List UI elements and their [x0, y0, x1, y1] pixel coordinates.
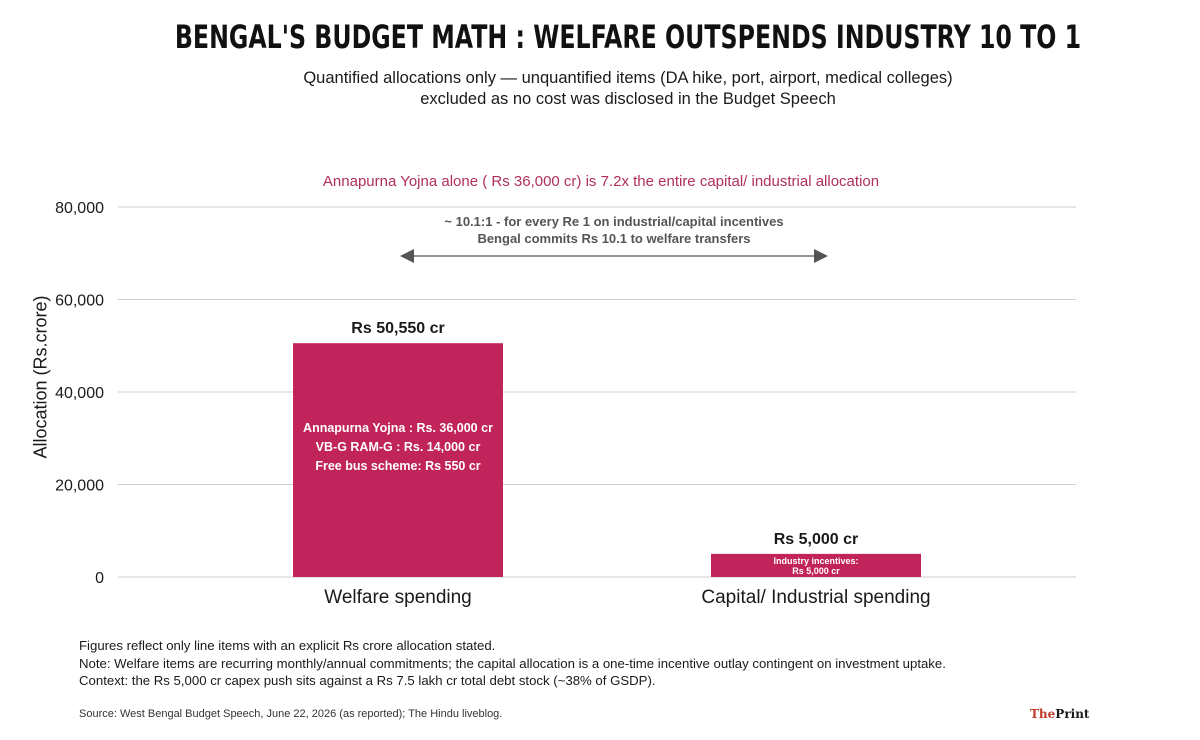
subtitle-line-1: Quantified allocations only — unquantifi… — [303, 69, 953, 87]
y-tick-label: 0 — [95, 570, 104, 587]
bar-value-label: Rs 50,550 cr — [351, 320, 444, 337]
brand-print: Print — [1055, 707, 1090, 721]
bar-inner-label: Industry incentives: — [773, 556, 858, 566]
subtitle-line-2: excluded as no cost was disclosed in the… — [420, 90, 836, 108]
arrow-left-icon — [400, 249, 414, 263]
chart-subtitle: Quantified allocations only — unquantifi… — [0, 68, 1200, 110]
y-tick-label: 60,000 — [55, 293, 104, 310]
footnote-3: Context: the Rs 5,000 cr capex push sits… — [79, 673, 656, 688]
footnote-1: Figures reflect only line items with an … — [79, 638, 496, 653]
bar-inner-label: Free bus scheme: Rs 550 cr — [315, 459, 480, 473]
bar-inner-label: Rs 5,000 cr — [792, 566, 840, 576]
ratio-note-line-2: Bengal commits Rs 10.1 to welfare transf… — [477, 231, 751, 246]
bar-inner-label: Annapurna Yojna : Rs. 36,000 cr — [303, 421, 493, 435]
footnote-2: Note: Welfare items are recurring monthl… — [79, 655, 946, 671]
bar — [293, 343, 503, 577]
brand-the: The — [1030, 707, 1056, 721]
x-tick-label: Welfare spending — [324, 587, 472, 608]
bar-inner-label: VB-G RAM-G : Rs. 14,000 cr — [316, 440, 481, 454]
brand-logo: ThePrint — [1030, 707, 1089, 721]
x-tick-label: Capital/ Industrial spending — [701, 587, 930, 608]
source-note: Source: West Bengal Budget Speech, June … — [79, 708, 503, 720]
footnotes: Figures reflect only line items with an … — [79, 637, 946, 690]
bar — [711, 553, 921, 577]
ratio-note-line-1: ~ 10.1:1 - for every Re 1 on industrial/… — [444, 214, 784, 229]
annapurna-annotation: Annapurna Yojna alone ( Rs 36,000 cr) is… — [322, 173, 880, 190]
ratio-note: ~ 10.1:1 - for every Re 1 on industrial/… — [0, 213, 1200, 247]
y-tick-label: 80,000 — [55, 200, 104, 217]
chart-title: Bengal's budget math : Welfare outspends… — [174, 18, 1082, 56]
y-tick-label: 20,000 — [55, 478, 104, 495]
y-tick-label: 40,000 — [55, 385, 104, 402]
arrow-right-icon — [814, 249, 828, 263]
bar-value-label: Rs 5,000 cr — [774, 531, 859, 548]
